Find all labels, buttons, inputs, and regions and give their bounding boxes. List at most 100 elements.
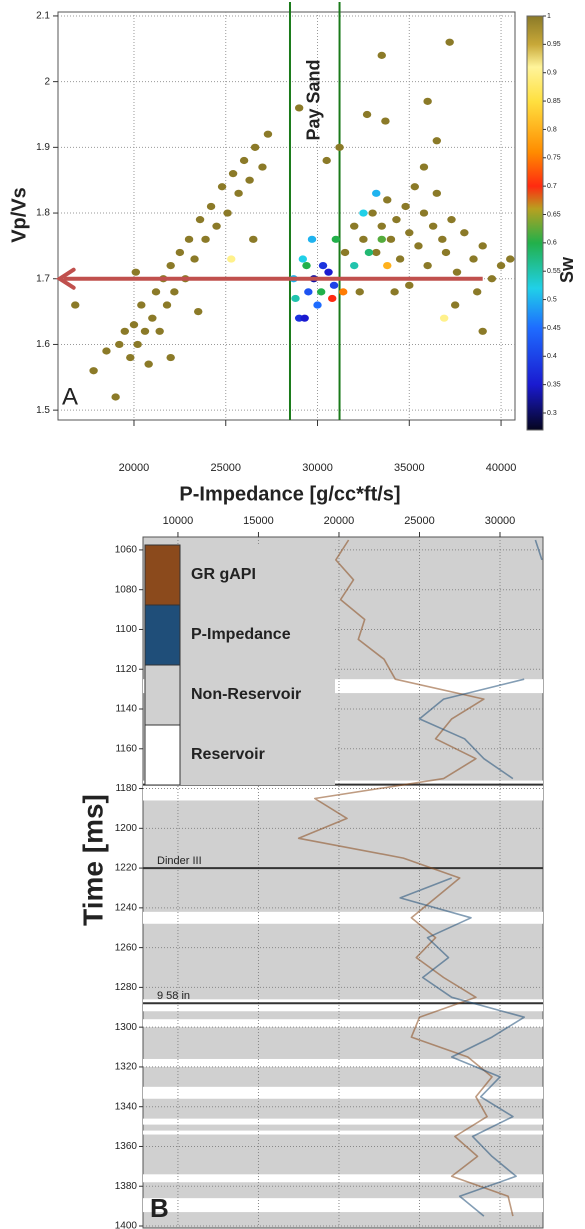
y-tick-label: 1400 (115, 1221, 138, 1229)
data-point (350, 222, 359, 230)
log-curve (297, 539, 514, 1217)
data-point (355, 288, 364, 296)
data-point (195, 216, 205, 224)
data-point (359, 209, 368, 217)
data-point (439, 314, 449, 322)
data-point (249, 235, 258, 243)
y-tick-label: 1220 (115, 863, 138, 874)
data-point (89, 367, 98, 375)
data-point (362, 110, 372, 119)
y-tick-label: 1240 (115, 902, 138, 913)
data-point (423, 97, 432, 105)
data-point (148, 314, 157, 322)
y-tick-label: 1.6 (36, 339, 50, 350)
legend-label: Non-Reservoir (191, 686, 301, 703)
data-point (335, 143, 344, 151)
arrow-head (55, 267, 76, 290)
data-point (217, 183, 227, 191)
y-tick-label: 1.9 (36, 142, 50, 153)
y-tick-label: 1.5 (36, 405, 50, 416)
reservoir-interval (143, 911, 543, 924)
data-point (234, 189, 243, 197)
legend-swatch (144, 724, 181, 786)
x-tick-label: 25000 (210, 462, 241, 474)
x-tick-label: 25000 (404, 515, 435, 527)
data-point (419, 209, 429, 217)
data-point (151, 288, 161, 296)
y-tick-label: 2.1 (36, 11, 50, 22)
data-point (322, 156, 331, 165)
y-tick-label: 1300 (115, 1022, 138, 1033)
data-point (258, 163, 267, 171)
data-point (340, 248, 350, 257)
data-point (300, 314, 309, 322)
data-point (324, 268, 333, 276)
data-point (359, 235, 368, 243)
reservoir-interval (143, 999, 543, 1012)
data-point (129, 321, 139, 329)
data-point (162, 301, 172, 309)
colorbar-tick-label: 0.35 (547, 381, 561, 388)
data-point (140, 327, 150, 335)
data-point (328, 294, 337, 303)
data-point (316, 288, 326, 296)
x-tick-label: 20000 (324, 515, 355, 527)
y-tick-label: 1280 (115, 982, 138, 993)
data-point (428, 222, 438, 230)
data-point (331, 235, 341, 243)
data-point (223, 209, 232, 217)
y-tick-label: 1.8 (36, 208, 50, 219)
data-point (102, 347, 111, 355)
data-point (386, 235, 396, 243)
colorbar-tick-label: 0.45 (547, 325, 561, 332)
panel-label: B (150, 1193, 169, 1223)
data-point (392, 216, 401, 224)
data-point (329, 281, 339, 289)
data-point (372, 189, 381, 197)
data-point (445, 38, 454, 46)
reservoir-interval (143, 1174, 543, 1183)
y-tick-label: 2 (44, 76, 50, 87)
y-tick-label: 1180 (115, 783, 137, 794)
legend-label: GR gAPI (191, 566, 256, 583)
data-point (441, 248, 451, 257)
data-point (487, 275, 497, 283)
data-point (126, 353, 135, 362)
data-point (450, 301, 460, 309)
x-tick-label: 30000 (485, 515, 516, 527)
data-point (137, 301, 146, 309)
colorbar-tick-label: 1 (547, 13, 551, 20)
data-point (368, 209, 377, 217)
data-point (350, 262, 359, 270)
data-point (377, 235, 386, 243)
data-point (175, 248, 185, 257)
horizon-label: 9 58 in (157, 990, 190, 1002)
data-point (405, 281, 414, 289)
data-point (228, 170, 238, 178)
annotation: Pay Sand (304, 59, 324, 140)
data-point (405, 229, 414, 237)
y-tick-label: 1060 (115, 545, 138, 556)
colorbar-tick-label: 0.65 (547, 211, 561, 218)
data-point (71, 301, 80, 309)
data-point (401, 202, 410, 211)
y-tick-label: 1080 (115, 584, 138, 595)
data-point (478, 327, 487, 335)
data-point (432, 189, 442, 197)
reservoir-interval (143, 1118, 543, 1125)
y-tick-label: 1340 (115, 1101, 138, 1112)
data-point (452, 268, 462, 276)
colorbar-tick-label: 0.9 (547, 70, 557, 77)
legend-swatch (144, 544, 181, 606)
y-tick-label: 1120 (115, 664, 137, 675)
y-tick-label: 1260 (115, 942, 138, 953)
x-tick-label: 35000 (394, 462, 425, 474)
data-point (383, 196, 392, 204)
data-point (447, 216, 456, 224)
data-point (339, 288, 348, 296)
data-point (166, 262, 175, 270)
colorbar-tick-label: 0.8 (547, 126, 557, 133)
legend-swatch (144, 664, 181, 726)
